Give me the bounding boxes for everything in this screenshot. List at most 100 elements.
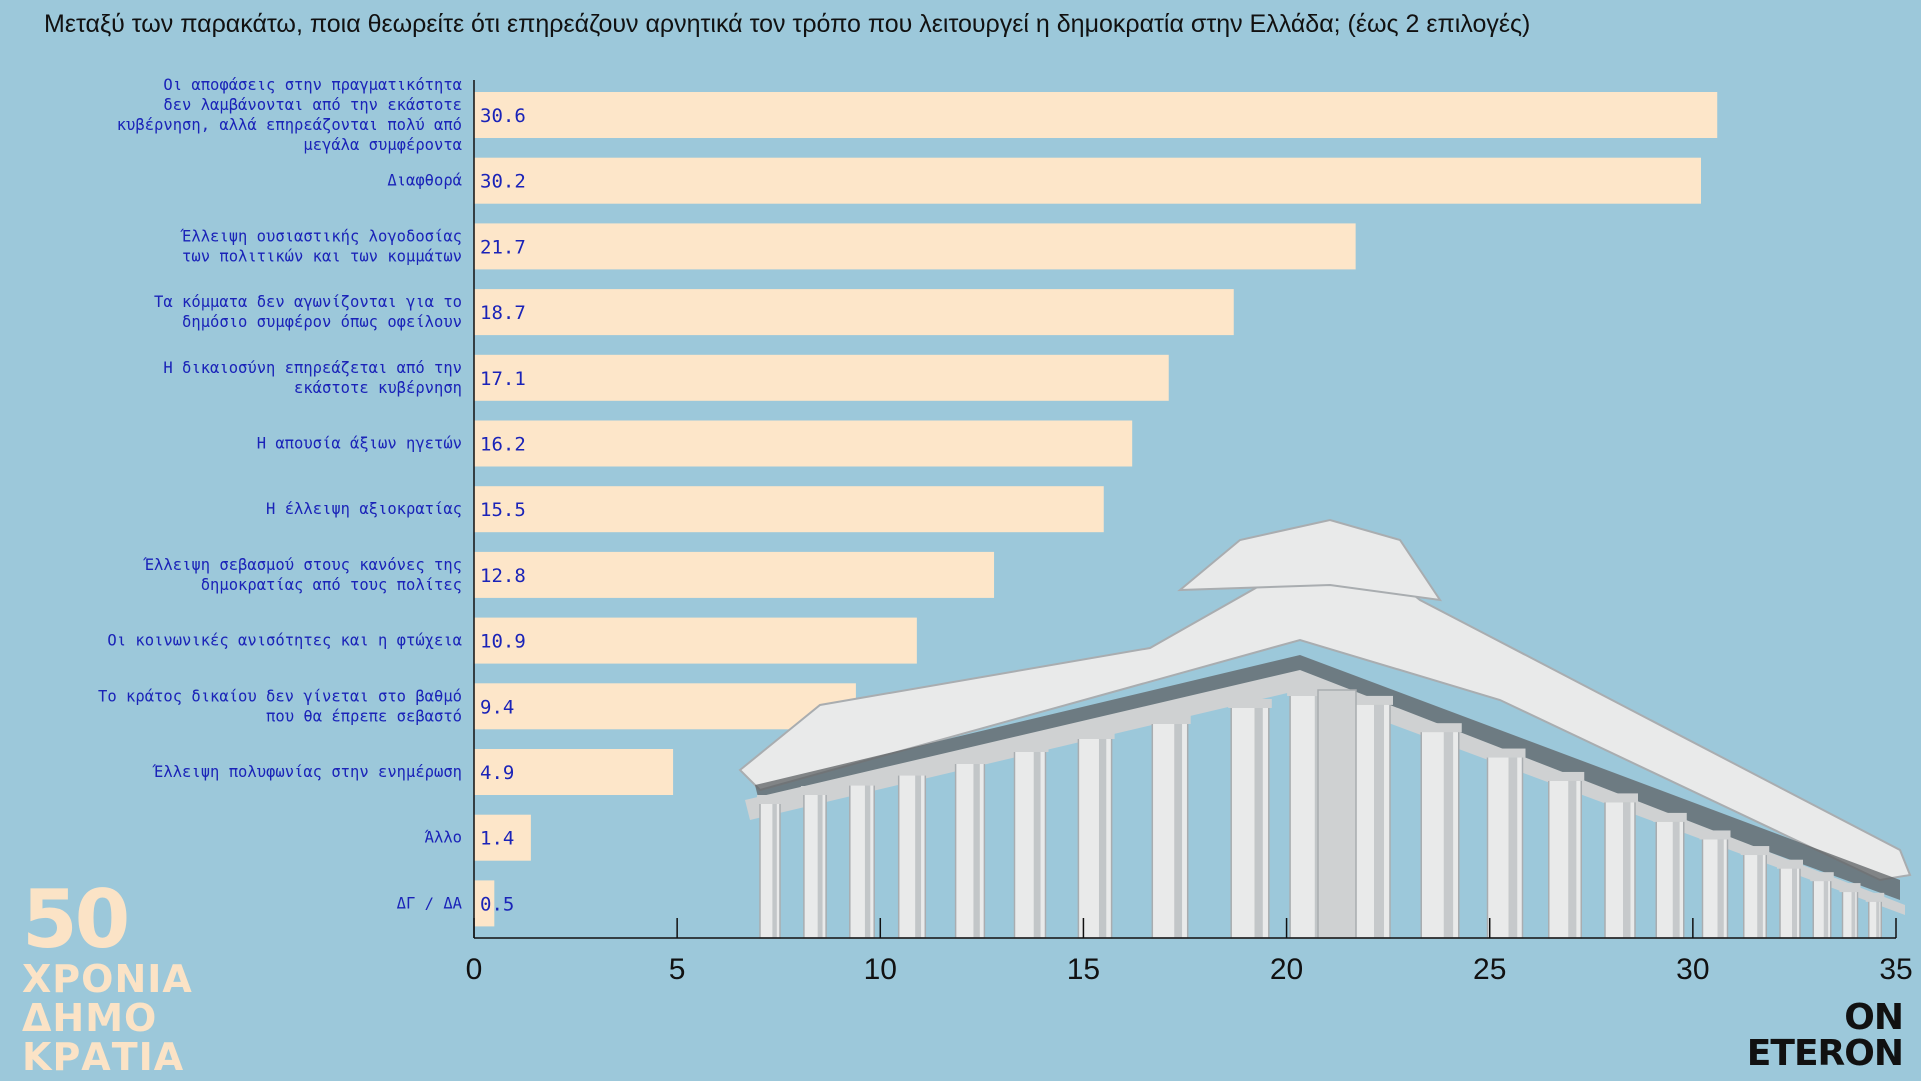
bar-12: [474, 880, 495, 927]
category-label-line: Έλλειψη ουσιαστικής λογοδοσίας: [180, 227, 462, 245]
value-label-11: 1.4: [480, 828, 514, 850]
front-column-shade-3: [915, 774, 922, 938]
front-column-shade-0: [772, 803, 777, 938]
front-column-capital-0: [757, 795, 783, 804]
side-column-shade-11: [1876, 900, 1880, 938]
bar-3: [474, 289, 1234, 336]
x-tick-label-5: 25: [1473, 953, 1506, 986]
category-label-line: δημοκρατίας από τους πολίτες: [201, 576, 462, 594]
category-label-line: που θα έπρεπε σεβαστό: [266, 707, 462, 725]
front-column-4: [954, 762, 986, 939]
front-column-capital-1: [800, 786, 830, 795]
category-label-0: Οι αποφάσεις στην πραγματικότητα δεν λαμβ…: [117, 76, 462, 154]
category-label-line: Τα κόμματα δεν αγωνίζονται για το: [154, 293, 462, 311]
logo-word-1: ΧΡΟΝΙΑ: [22, 957, 193, 1001]
side-column-capital-3: [1545, 771, 1585, 781]
front-column-3: [897, 773, 927, 939]
category-label-line: εκάστοτε κυβέρνηση: [294, 379, 462, 397]
value-label-1: 30.2: [480, 171, 526, 193]
value-label-0: 30.6: [480, 105, 526, 127]
bar-1: [474, 157, 1701, 204]
front-column-shade-4: [973, 763, 980, 938]
bar-11: [474, 814, 531, 861]
value-labels-group: 30.6 30.2 21.7 18.7 17.1 16.2 15.5 12.8 10.9 9.4 4…: [480, 105, 526, 915]
side-column-shade-8: [1792, 867, 1797, 938]
front-column-capital-6: [1075, 730, 1115, 739]
value-label-4: 17.1: [480, 368, 526, 390]
value-label-2: 21.7: [480, 236, 526, 258]
front-column-6: [1077, 737, 1113, 939]
category-label-10: Έλλειψη πολυφωνίας στην ενημέρωση: [152, 763, 462, 781]
category-label-2: Έλλειψη ουσιαστικής λογοδοσίας των πολιτι…: [180, 227, 462, 265]
category-label-line: δεν λαμβάνονται από την εκάστοτε: [163, 96, 462, 114]
front-column-shade-6: [1098, 738, 1107, 938]
bar-0: [474, 92, 1718, 138]
logo-number: 50: [22, 873, 130, 966]
fifty-years-democracy-logo: 50 ΧΡΟΝΙΑ ΔΗΜΟ ΚΡΑΤΙΑ: [22, 880, 193, 1077]
category-label-line: Οι κοινωνικές ανισότητες και η φτώχεια: [107, 632, 462, 650]
parthenon-illustration: [738, 518, 1912, 939]
logo-word-3: ΚΡΑΤΙΑ: [22, 1035, 185, 1080]
side-column-capital-4: [1602, 793, 1638, 803]
logo-word-2: ΔΗΜΟ: [22, 996, 158, 1041]
bar-6: [474, 486, 1104, 533]
side-column-shade-9: [1823, 880, 1829, 938]
side-column-shade-1: [1443, 731, 1454, 938]
category-label-5: Η απουσία άξιων ηγετών: [257, 435, 462, 453]
bar-5: [474, 420, 1133, 467]
side-column-capital-9: [1810, 872, 1834, 882]
bar-2: [474, 223, 1356, 270]
category-label-line: δημόσιο συμφέρον όπως οφείλουν: [182, 313, 462, 331]
category-label-line: Η έλλειψη αξιοκρατίας: [266, 500, 462, 518]
corner-column: [1317, 689, 1357, 939]
side-column-capital-8: [1777, 859, 1803, 869]
side-column-shade-10: [1851, 891, 1856, 938]
x-tick-label-0: 0: [466, 953, 483, 986]
value-label-6: 15.5: [480, 499, 526, 521]
pediment-ruin: [1177, 518, 1443, 602]
x-tick-label-6: 30: [1676, 953, 1709, 986]
value-label-10: 4.9: [480, 762, 514, 784]
front-column-0: [759, 802, 781, 939]
side-column-capital-10: [1839, 883, 1861, 893]
category-label-line: Η δικαιοσύνη επηρεάζεται από την: [163, 359, 462, 377]
category-label-line: Έλλειψη πολυφωνίας στην ενημέρωση: [152, 763, 462, 781]
category-label-line: Άλλο: [425, 829, 462, 847]
front-column-capital-9: [1287, 687, 1333, 696]
side-column-shade-4: [1623, 801, 1631, 938]
front-column-2: [849, 783, 875, 939]
side-column-shade-2: [1508, 756, 1518, 938]
value-label-8: 10.9: [480, 631, 526, 653]
category-label-line: των πολιτικών και των κομμάτων: [182, 247, 462, 265]
bar-10: [474, 749, 674, 795]
front-column-capital-8: [1228, 699, 1272, 708]
x-tick-label-7: 35: [1879, 953, 1912, 986]
entablature: [738, 559, 1912, 882]
front-column-capital-5: [1011, 743, 1049, 752]
category-label-6: Η έλλειψη αξιοκρατίας: [266, 500, 462, 518]
brand-line-1: ON: [1844, 997, 1904, 1038]
category-label-8: Οι κοινωνικές ανισότητες και η φτώχεια: [107, 632, 462, 650]
on-eteron-logo: ON ETERON: [1747, 997, 1904, 1072]
side-column-capital-7: [1740, 846, 1770, 856]
x-tick-label-2: 10: [864, 953, 897, 986]
bar-9: [474, 683, 856, 730]
side-column-shade-6: [1717, 838, 1724, 938]
side-column-capital-0: [1347, 695, 1393, 705]
value-label-7: 12.8: [480, 565, 526, 587]
front-column-shade-8: [1254, 707, 1263, 938]
front-column-shade-1: [817, 794, 823, 938]
front-column-shade-7: [1174, 723, 1183, 938]
front-column-shade-2: [864, 784, 871, 938]
front-column-capital-7: [1149, 715, 1191, 724]
value-label-5: 16.2: [480, 434, 526, 456]
side-column-shade-3: [1568, 779, 1577, 938]
value-label-12: 0.5: [480, 893, 514, 915]
category-label-12: ΔΓ / ΔΑ: [397, 894, 463, 912]
category-label-line: Έλλειψη σεβασμού στους κανόνες της: [143, 556, 462, 574]
value-label-9: 9.4: [480, 696, 514, 718]
bars-group: [474, 92, 1718, 927]
category-label-line: Το κράτος δικαίου δεν γίνεται στο βαθμό: [98, 687, 462, 705]
side-column-capital-2: [1484, 748, 1526, 758]
